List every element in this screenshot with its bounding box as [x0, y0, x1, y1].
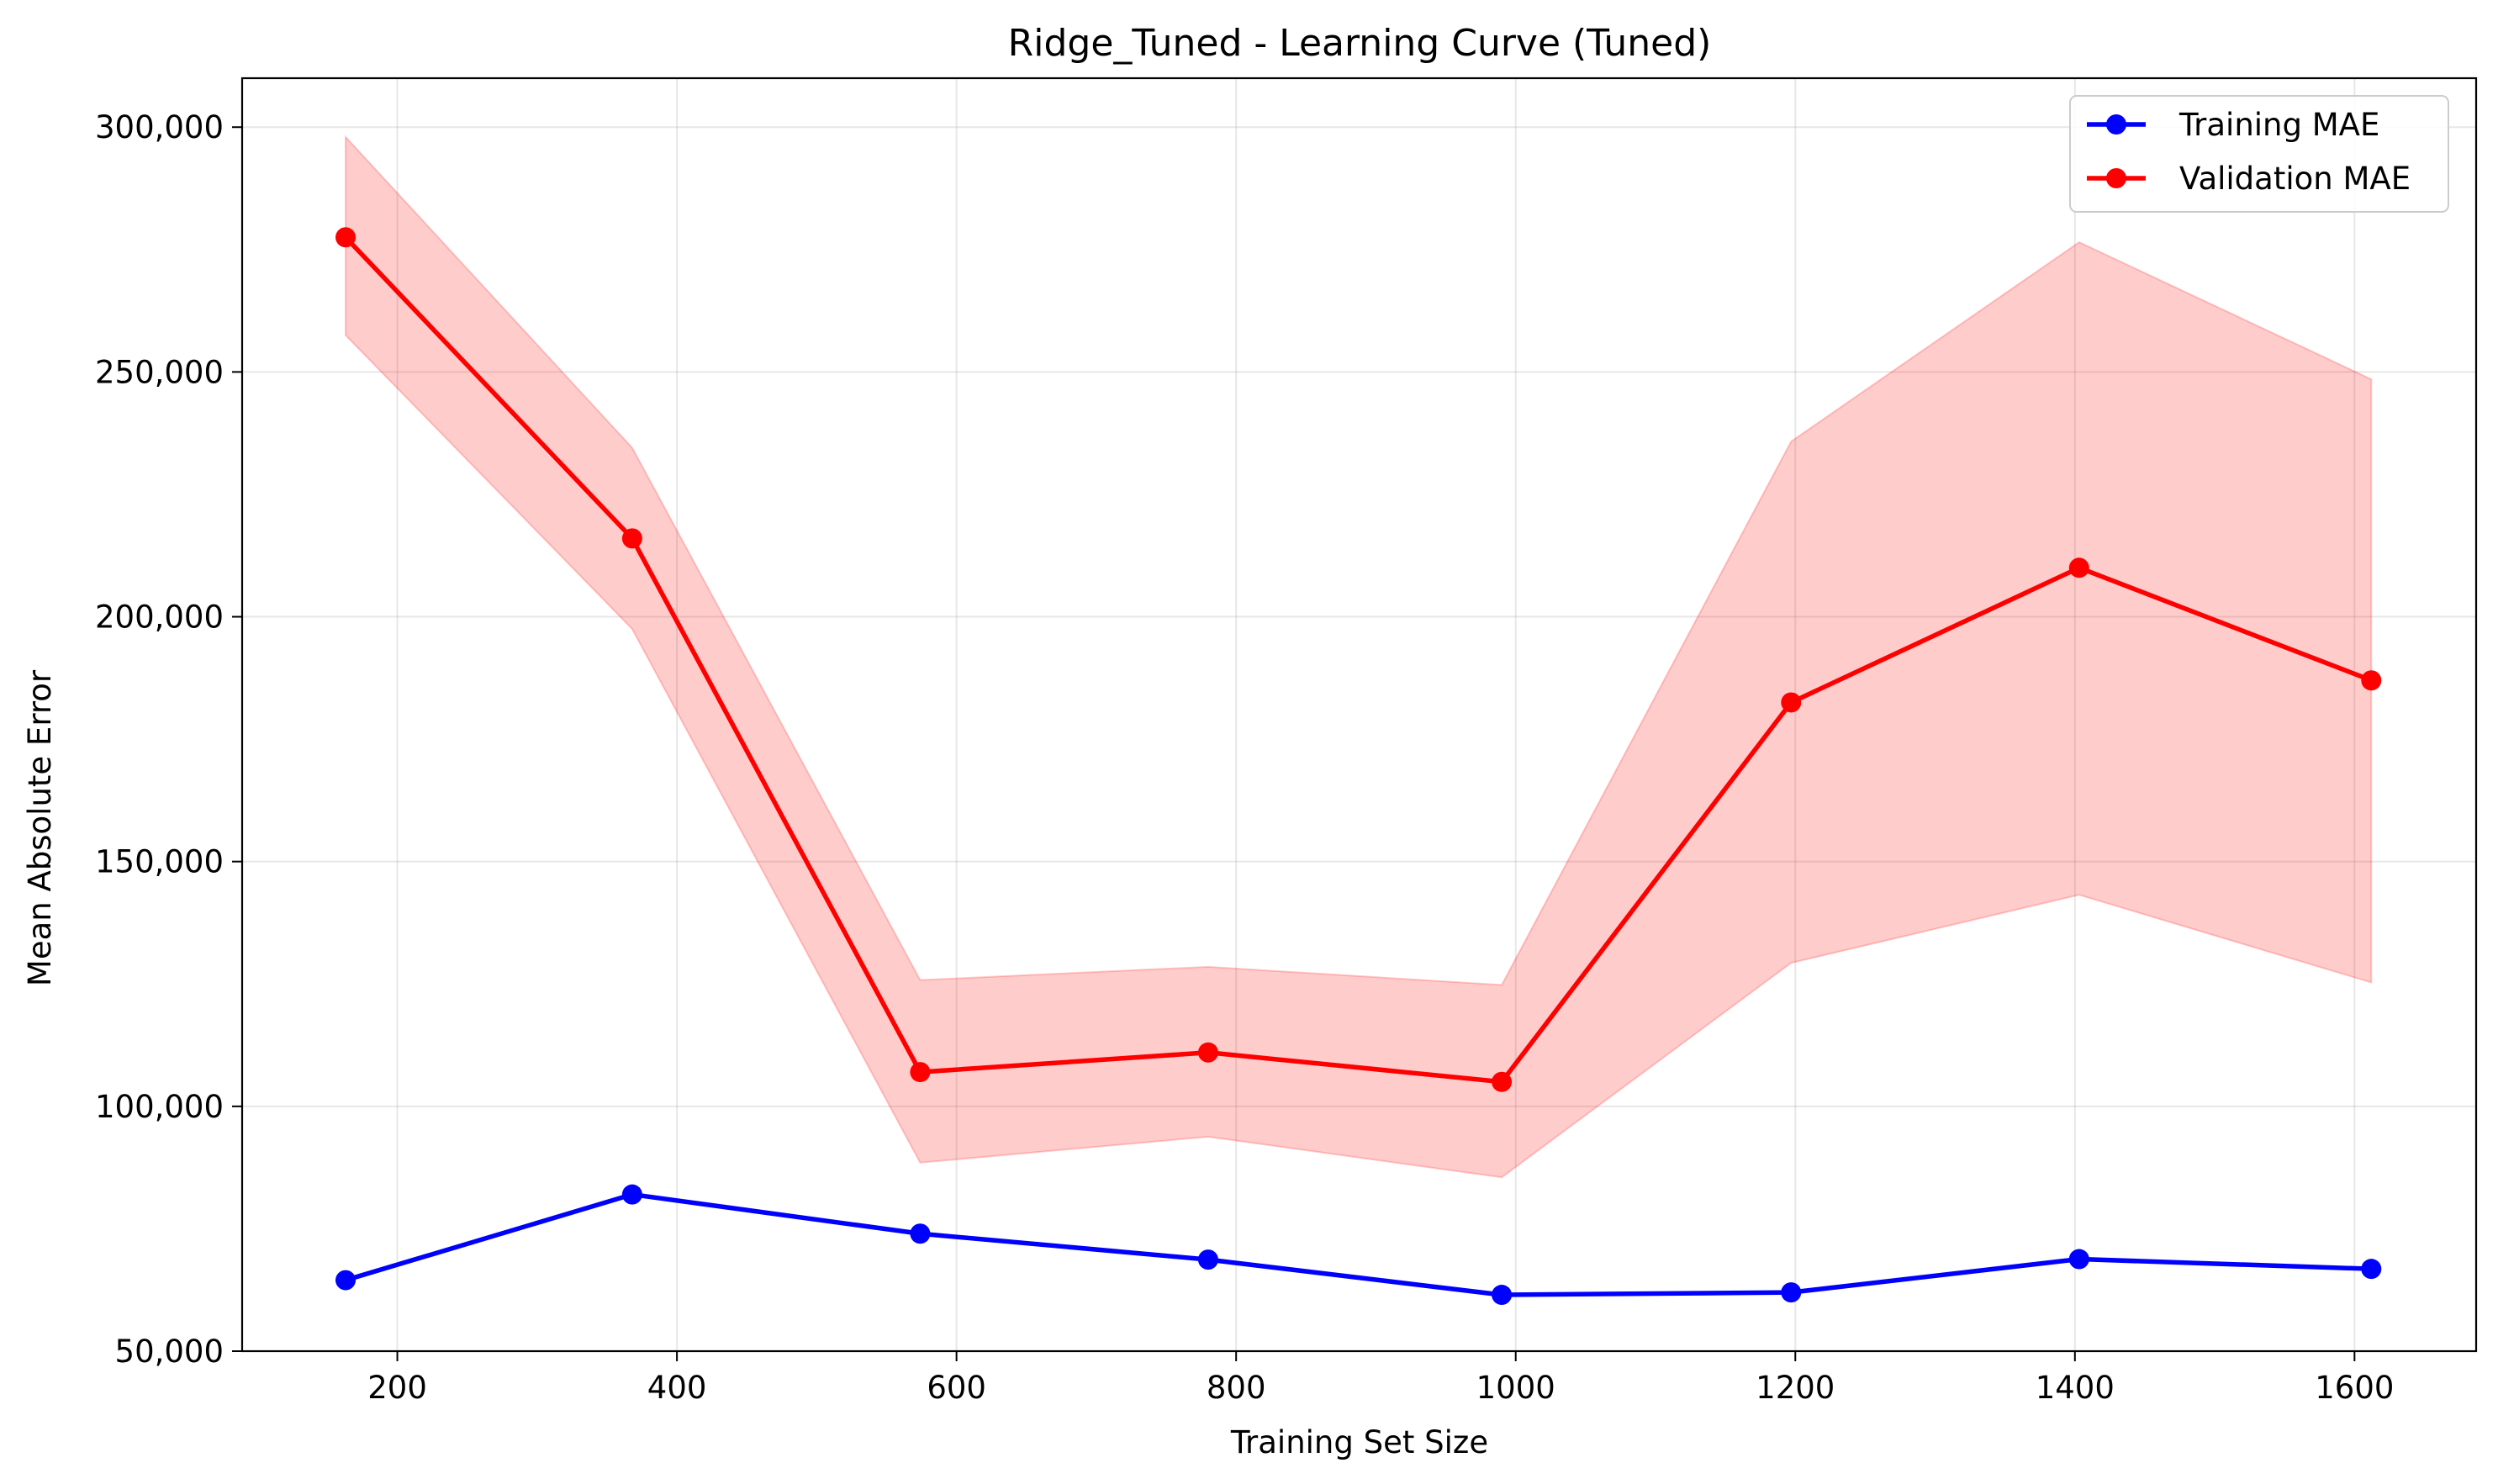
y-tick-label: 200,000	[95, 599, 224, 636]
x-tick-label: 1200	[1756, 1370, 1835, 1406]
legend: Training MAE Validation MAE	[2069, 95, 2449, 213]
legend-box	[2069, 95, 2449, 213]
validation-point	[2068, 557, 2089, 578]
validation-line	[344, 235, 2373, 1085]
training-point	[2068, 1249, 2089, 1270]
legend-validation-label: Validation MAE	[2179, 161, 2411, 197]
chart-title: Ridge_Tuned - Learning Curve (Tuned)	[1008, 22, 1712, 65]
axis-ticks: 200 400 600 800 1000 1200 1400 1600 50,000 100,00…	[95, 109, 2394, 1406]
validation-std-band	[345, 135, 2373, 1179]
validation-point	[335, 227, 356, 248]
legend-validation-marker	[2106, 168, 2126, 188]
validation-point	[910, 1062, 931, 1083]
y-tick-label: 300,000	[95, 109, 224, 145]
validation-point	[621, 528, 642, 549]
y-tick-label: 50,000	[115, 1333, 224, 1370]
x-axis-title: Training Set Size	[1230, 1424, 1488, 1460]
x-tick-label: 1000	[1476, 1370, 1555, 1406]
validation-point	[2361, 670, 2382, 691]
validation-point	[1492, 1071, 1513, 1092]
series-lines	[344, 235, 2373, 1297]
training-point	[1197, 1249, 1218, 1270]
training-point	[1492, 1285, 1513, 1306]
training-point	[2361, 1259, 2382, 1280]
validation-point	[1197, 1042, 1218, 1063]
x-tick-label: 600	[927, 1370, 986, 1406]
validation-point	[1781, 692, 1802, 713]
y-tick-label: 100,000	[95, 1089, 224, 1125]
training-line	[345, 1191, 2372, 1297]
x-tick-label: 200	[367, 1370, 427, 1406]
training-point	[335, 1270, 356, 1291]
x-tick-label: 800	[1207, 1370, 1266, 1406]
training-point	[1781, 1282, 1802, 1303]
x-tick-label: 1600	[2315, 1370, 2394, 1406]
legend-training-label: Training MAE	[2178, 107, 2379, 143]
series-markers	[335, 227, 2382, 1306]
y-tick-label: 250,000	[95, 354, 224, 390]
x-tick-label: 400	[647, 1370, 707, 1406]
training-point	[910, 1223, 931, 1244]
y-axis-title: Mean Absolute Error	[22, 669, 58, 986]
validation-band	[345, 135, 2373, 1179]
training-point	[621, 1184, 642, 1205]
y-tick-label: 150,000	[95, 844, 224, 880]
legend-training-marker	[2106, 114, 2126, 135]
plot-frame	[240, 77, 2478, 1353]
x-tick-label: 1400	[2036, 1370, 2115, 1406]
